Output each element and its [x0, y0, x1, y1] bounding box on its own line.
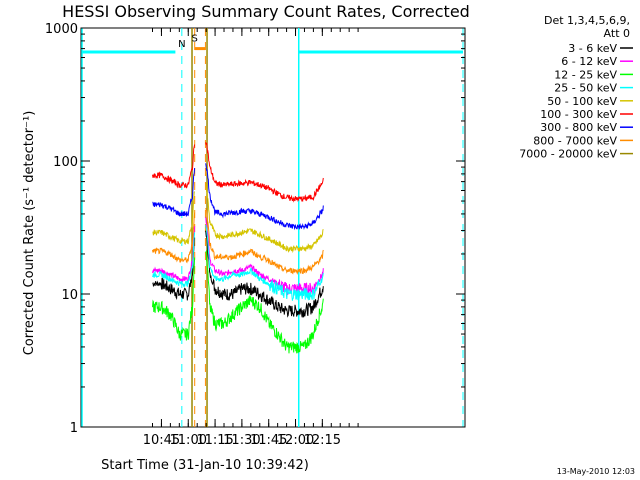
x-axis-label: Start Time (31-Jan-10 10:39:42)	[101, 458, 309, 473]
legend-entry-label: 6 - 12 keV	[561, 55, 617, 68]
chart-title: HESSI Observing Summary Count Rates, Cor…	[62, 2, 470, 21]
x-tick-label: 11:30	[223, 433, 260, 448]
y-tick-label: 1000	[45, 22, 78, 37]
footer-timestamp: 13-May-2010 12:03	[557, 467, 635, 476]
series-line	[205, 224, 324, 301]
y-axis-label: Corrected Count Rate (s⁻¹ detector⁻¹)	[22, 111, 37, 356]
series-line	[152, 144, 196, 189]
y-tick-label: 1	[70, 421, 78, 436]
x-tick-label: 11:00	[170, 433, 207, 448]
series-line	[205, 142, 324, 203]
legend-header-line-2: Att 0	[604, 27, 630, 40]
legend-entry-label: 3 - 6 keV	[568, 42, 617, 55]
legend-entry-label: 100 - 300 keV	[540, 108, 617, 121]
series-line	[152, 191, 196, 245]
legend-entry-label: 12 - 25 keV	[554, 68, 617, 81]
series-line	[152, 168, 196, 217]
x-tick-label: 12:00	[277, 433, 314, 448]
series-line	[152, 257, 196, 341]
legend-entry-label: 800 - 7000 keV	[533, 134, 617, 147]
legend-entry-label: 7000 - 20000 keV	[519, 148, 617, 161]
x-tick-label: 11:15	[196, 433, 233, 448]
annotation-saa: S	[191, 34, 197, 45]
y-tick-label: 10	[61, 288, 78, 303]
series-line	[205, 163, 324, 231]
plot-frame	[80, 27, 466, 428]
series-line	[152, 237, 196, 301]
x-tick-label: 10:45	[143, 433, 180, 448]
annotation-night: N	[178, 39, 185, 50]
series-lines	[152, 142, 324, 354]
series-line	[205, 230, 324, 318]
legend-entry-label: 300 - 800 keV	[540, 121, 617, 134]
x-tick-label: 12:15	[304, 433, 341, 448]
legend-header-line-1: Det 1,3,4,5,6,9,	[544, 14, 630, 27]
series-line	[205, 249, 324, 354]
legend-entry-label: 25 - 50 keV	[554, 82, 617, 95]
series-line	[205, 182, 324, 254]
series-line	[205, 207, 324, 276]
legend-entry-label: 50 - 100 keV	[547, 95, 617, 108]
x-tick-label: 11:45	[250, 433, 287, 448]
series-line	[152, 232, 196, 288]
plot-area	[80, 27, 466, 428]
series-line	[152, 212, 196, 264]
y-tick-label: 100	[53, 155, 78, 170]
